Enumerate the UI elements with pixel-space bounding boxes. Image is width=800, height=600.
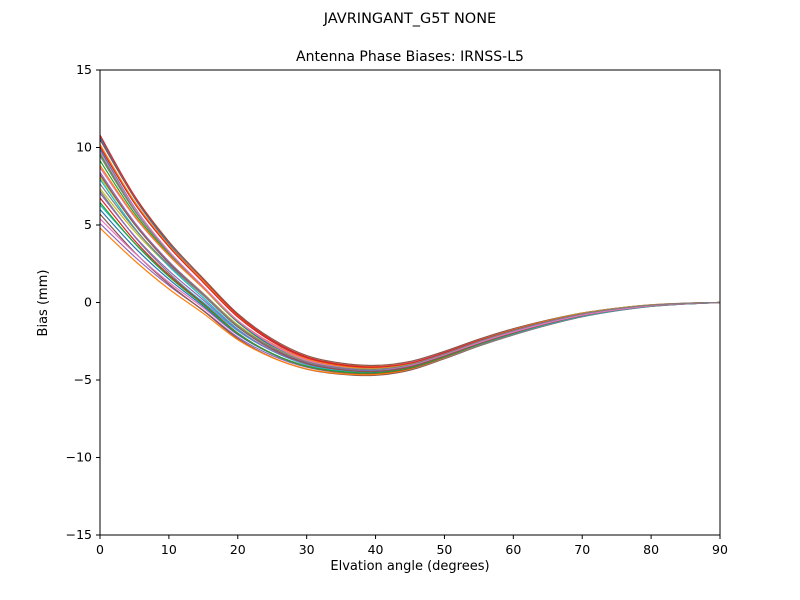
x-tick-label: 0 bbox=[96, 542, 104, 557]
series-line bbox=[100, 150, 720, 371]
series-line bbox=[100, 227, 720, 376]
x-tick-label: 80 bbox=[643, 542, 659, 557]
series-line bbox=[100, 160, 720, 370]
series-line bbox=[100, 164, 720, 369]
series-line bbox=[100, 183, 720, 371]
series-line bbox=[100, 136, 720, 369]
x-tick-label: 40 bbox=[368, 542, 384, 557]
chart-subtitle: Antenna Phase Biases: IRNSS-L5 bbox=[296, 49, 524, 65]
y-tick-label: −5 bbox=[74, 372, 92, 387]
x-tick-label: 50 bbox=[436, 542, 452, 557]
series-group bbox=[100, 134, 720, 377]
y-tick-label: 5 bbox=[84, 217, 92, 232]
series-line bbox=[100, 134, 720, 368]
series-line bbox=[100, 146, 720, 368]
chart-title: JAVRINGANT_G5T NONE bbox=[323, 11, 496, 27]
series-line bbox=[100, 174, 720, 373]
x-tick-label: 30 bbox=[299, 542, 315, 557]
y-tick-label: 15 bbox=[76, 62, 92, 77]
series-line bbox=[100, 143, 720, 368]
x-tick-label: 70 bbox=[574, 542, 590, 557]
x-tick-label: 90 bbox=[712, 542, 728, 557]
x-tick-label: 20 bbox=[230, 542, 246, 557]
y-tick-label: 10 bbox=[76, 140, 92, 155]
y-tick-label: 0 bbox=[84, 295, 92, 310]
ticks-group: 0 10 20 30 40 50 60 70 80 90 −15 −10 −5 0 5 10 15 bbox=[66, 62, 728, 557]
series-line bbox=[100, 176, 720, 370]
x-tick-label: 10 bbox=[161, 542, 177, 557]
series-line bbox=[100, 190, 720, 375]
x-axis-label: Elvation angle (degrees) bbox=[330, 559, 489, 574]
y-axis-label: Bias (mm) bbox=[36, 270, 51, 337]
series-line bbox=[100, 139, 720, 367]
x-tick-label: 60 bbox=[505, 542, 521, 557]
y-tick-label: −10 bbox=[66, 450, 92, 465]
y-tick-label: −15 bbox=[66, 527, 92, 542]
series-line bbox=[100, 155, 720, 370]
series-line bbox=[100, 153, 720, 371]
series-line bbox=[100, 192, 720, 372]
series-line bbox=[100, 148, 720, 372]
